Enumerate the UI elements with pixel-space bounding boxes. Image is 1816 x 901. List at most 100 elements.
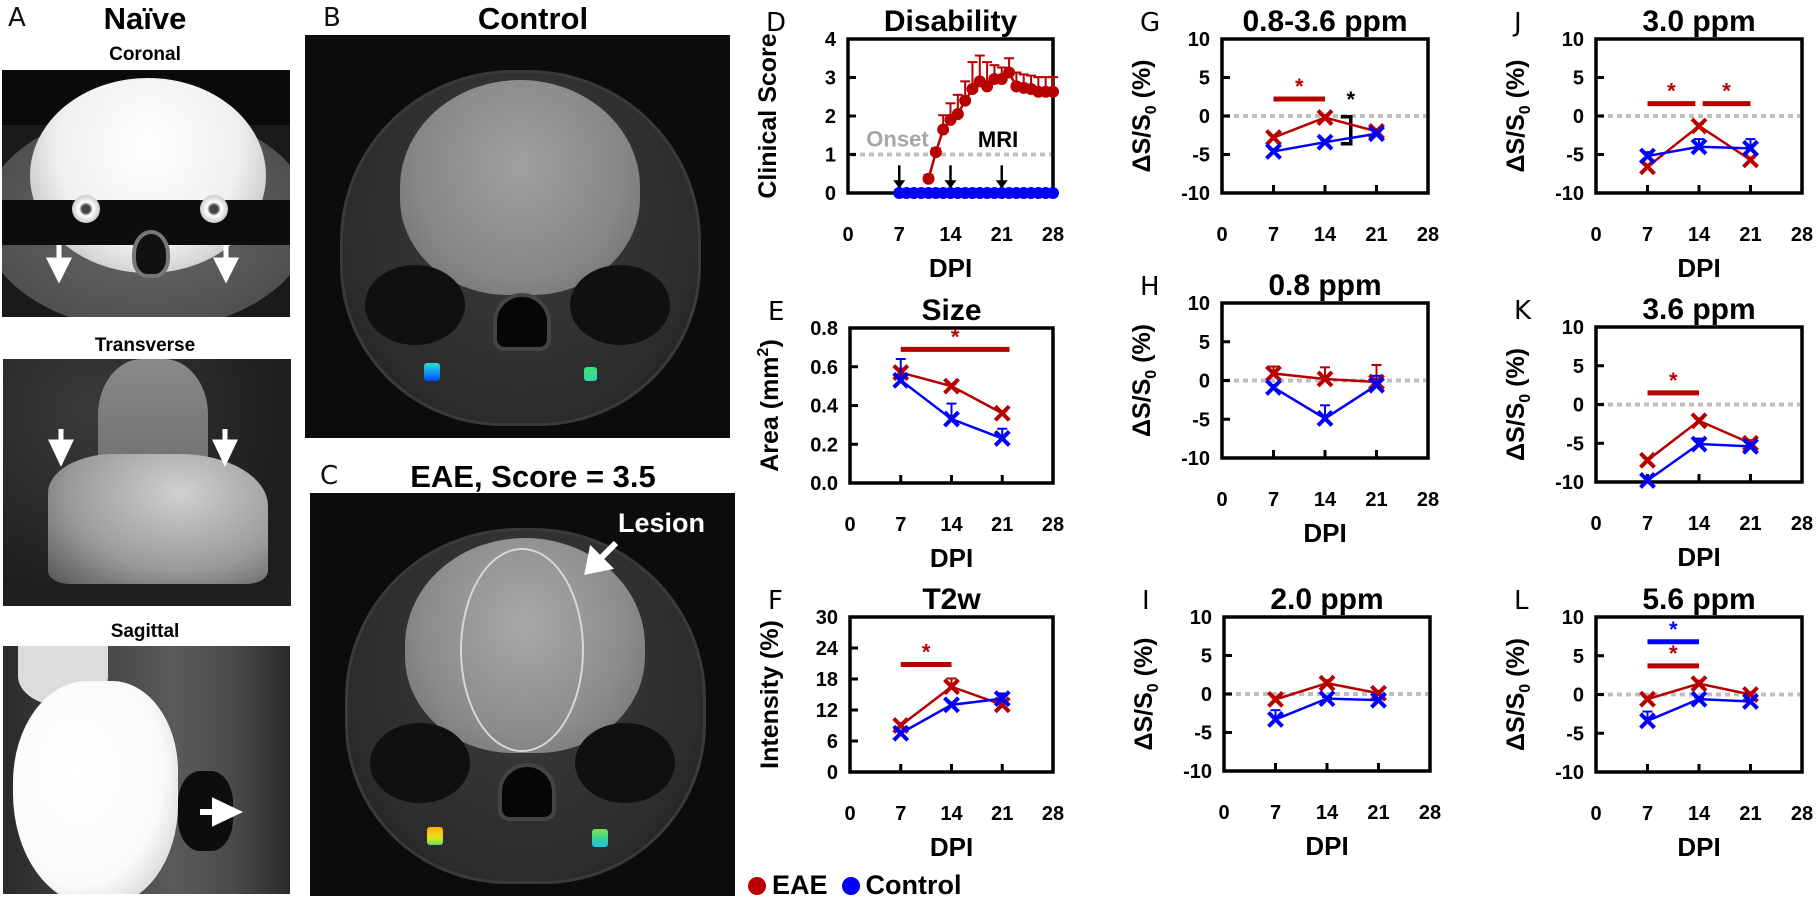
x-tick-label: 21 (1365, 224, 1387, 246)
y-axis-label: Intensity (%) (756, 620, 784, 769)
y-axis-label-subscript: 0 (1517, 684, 1534, 693)
data-point (892, 371, 910, 389)
y-axis-label-text: ΔS/S (1502, 403, 1530, 461)
data-point (1690, 412, 1708, 430)
mri-arrow-icon (944, 165, 957, 189)
x-tick-label: 14 (1314, 224, 1337, 246)
legend-control-marker (841, 876, 860, 895)
y-axis-label: ΔS/S0 (%) (1130, 638, 1162, 751)
y-tick-label: 24 (816, 638, 839, 660)
arrow-head (944, 180, 957, 189)
y-axis-label-subscript: 0 (1145, 683, 1162, 692)
chart-title: Size (921, 294, 981, 327)
data-point (1047, 187, 1059, 199)
y-tick-label: 0.0 (810, 473, 838, 495)
y-tick-label: -5 (1194, 723, 1212, 745)
legend: EAE Control (748, 870, 962, 901)
data-point (1639, 451, 1656, 469)
significance-bracket (1340, 115, 1353, 146)
arrow-head (893, 180, 906, 189)
chart-title: 5.6 ppm (1642, 583, 1755, 616)
data-point (937, 123, 950, 136)
y-tick-label: -5 (1566, 723, 1584, 745)
x-tick-label: 21 (1367, 802, 1389, 824)
y-axis-label: Area (mm2) (755, 339, 784, 472)
significance-asterisk: * (1669, 368, 1678, 393)
transverse-mri-image (3, 359, 291, 606)
y-tick-label: 0.6 (810, 357, 838, 379)
data-point (1265, 379, 1282, 396)
x-tick-label: 0 (844, 803, 855, 825)
coronal-label: Coronal (109, 44, 181, 65)
series-control (1267, 690, 1387, 728)
arrow-icon (200, 797, 243, 827)
x-tick-label: 0 (1590, 513, 1601, 535)
panel-letter: K (1514, 296, 1532, 326)
significance-asterisk: * (1669, 617, 1678, 642)
panel-letter: F (768, 586, 783, 616)
y-axis-label-text: ΔS/S (1128, 114, 1156, 172)
legend-eae-label: EAE (772, 870, 828, 900)
x-tick-label: 7 (895, 514, 906, 536)
y-tick-label: -5 (1566, 145, 1584, 167)
y-tick-label: 12 (816, 700, 838, 722)
arrow-icon (48, 429, 238, 467)
y-axis-label-text: Area (mm (756, 356, 784, 471)
y-tick-label: 10 (1562, 317, 1584, 339)
sagittal-mri-image (3, 646, 290, 894)
x-tick-label: 7 (895, 803, 906, 825)
arrow-head (995, 180, 1008, 189)
y-axis-label-suffix: (%) (1502, 348, 1530, 394)
y-tick-label: 30 (816, 607, 838, 629)
legend-control-label: Control (865, 870, 962, 900)
data-point (1267, 690, 1284, 708)
data-point (959, 94, 972, 107)
y-tick-label: 10 (1190, 607, 1212, 629)
x-tick-label: 28 (1791, 803, 1813, 825)
data-point (1318, 674, 1336, 692)
x-axis-label: DPI (1677, 832, 1720, 862)
y-tick-label: 5 (1573, 646, 1584, 668)
series-eae (892, 677, 1011, 734)
series-control (1639, 138, 1759, 165)
color-roi (592, 829, 608, 847)
x-axis-label: DPI (1303, 518, 1346, 548)
data-point (1316, 133, 1334, 151)
x-tick-label: 14 (1688, 513, 1711, 535)
y-tick-label: 0 (827, 762, 838, 784)
y-tick-label: 5 (1199, 332, 1210, 354)
series-control (1265, 374, 1385, 427)
data-point (1639, 472, 1656, 489)
data-point (1316, 410, 1334, 427)
data-point (929, 146, 942, 159)
chart-title: 0.8 ppm (1268, 269, 1381, 302)
x-tick-label: 21 (991, 803, 1013, 825)
x-tick-label: 21 (1739, 513, 1761, 535)
mri-arrow-icon (995, 165, 1008, 189)
panel-letter: D (766, 8, 786, 38)
y-tick-label: -10 (1181, 448, 1210, 470)
data-point (1368, 125, 1385, 143)
x-tick-label: 21 (1365, 489, 1387, 511)
x-tick-label: 14 (1688, 224, 1711, 246)
chart-title: 3.0 ppm (1642, 5, 1755, 38)
x-tick-label: 0 (1216, 224, 1227, 246)
significance-asterisk: * (1667, 79, 1676, 104)
y-tick-label: 18 (816, 669, 838, 691)
significance-asterisk: * (922, 640, 931, 665)
data-point (1047, 85, 1059, 98)
panel-letter: J (1512, 8, 1522, 38)
chart-panel-f: F T2w 0 6 12 18 24 30 0 7 14 21 28 DPI Intensity (%) * (756, 583, 1064, 862)
x-tick-label: 28 (1791, 224, 1813, 246)
y-tick-label: 2 (825, 106, 836, 128)
y-tick-label: 3 (825, 68, 836, 90)
x-tick-label: 7 (1270, 802, 1281, 824)
y-tick-label: 0.8 (810, 318, 838, 340)
panel-letter-b: B (323, 3, 341, 33)
series-eae (1639, 412, 1759, 469)
series-control (892, 690, 1011, 742)
x-tick-label: 14 (1688, 803, 1711, 825)
panel-letter-c: C (320, 461, 339, 491)
